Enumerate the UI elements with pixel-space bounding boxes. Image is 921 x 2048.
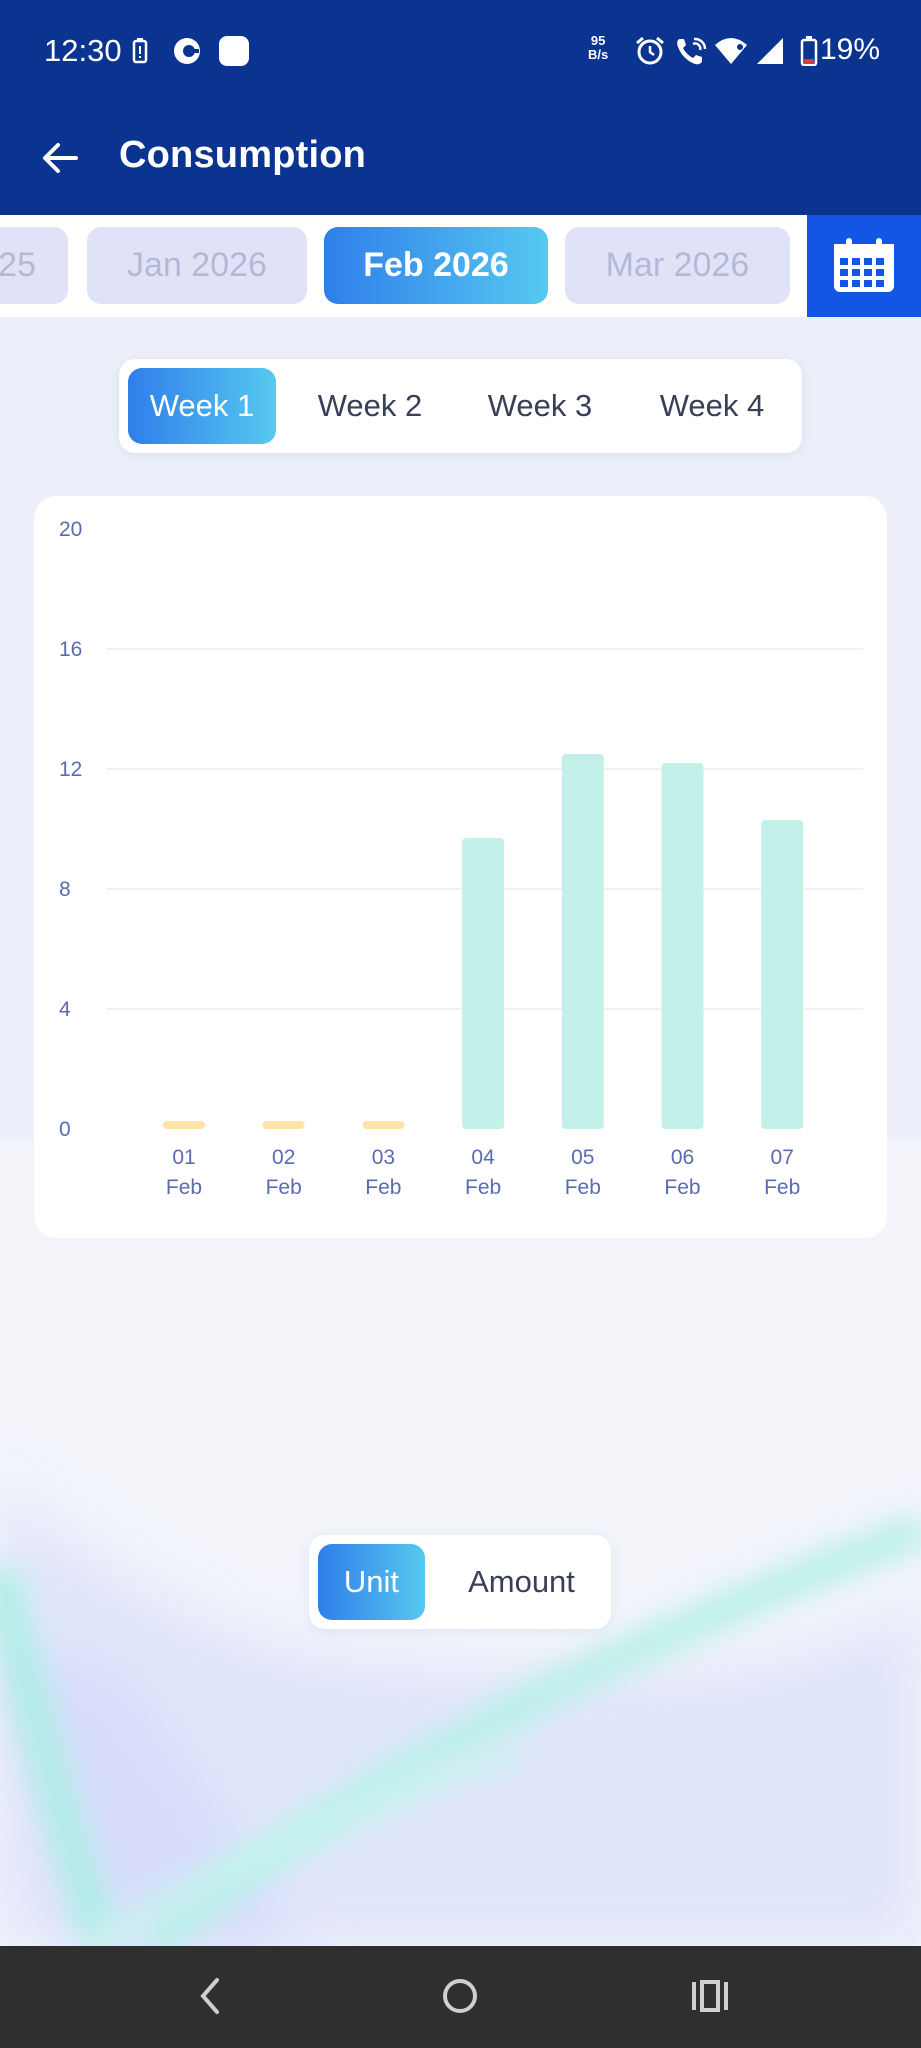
app-notification-icon [172, 36, 202, 66]
y-tick-label: 4 [59, 998, 71, 1021]
y-tick-label: 8 [59, 878, 71, 901]
x-tick-label-day: 06 [671, 1146, 694, 1169]
x-tick-label-month: Feb [565, 1176, 601, 1199]
bar-2 [262, 1121, 305, 1129]
unit-amount-toggle[interactable]: Unit Amount [309, 1535, 611, 1629]
tab-week-4[interactable]: Week 4 [659, 388, 765, 423]
battery-icon [800, 36, 818, 66]
nav-back-button[interactable] [170, 1966, 250, 2026]
nav-recents-button[interactable] [670, 1966, 750, 2026]
calendar-icon [834, 238, 894, 292]
net-speed-unit: B/s [588, 47, 609, 62]
bar-5 [561, 754, 604, 1129]
back-button[interactable] [30, 128, 90, 188]
x-tick-label-day: 03 [372, 1146, 395, 1169]
background-decoration [0, 1420, 921, 1946]
bar-4 [462, 838, 505, 1129]
bar-chart: 04812162001Feb02Feb03Feb04Feb05Feb06Feb0… [59, 518, 863, 1199]
month-item-jan-2026[interactable]: Jan 2026 [87, 227, 307, 304]
wifi-icon [714, 36, 748, 66]
month-selector[interactable]: 25 Jan 2026 Feb 2026 Mar 2026 [0, 215, 807, 317]
consumption-chart: 0 4 8 12 16 20 01 Feb 02 Feb 03 Feb 04 Feb 05 Feb 06 Feb 0… [34, 496, 887, 1238]
month-item-dec-2025[interactable]: 25 [0, 227, 68, 304]
alarm-icon [634, 36, 666, 66]
bar-1 [163, 1121, 205, 1129]
bar-3 [362, 1121, 405, 1129]
battery-percent: 19% [820, 33, 881, 66]
x-tick-label-month: Feb [365, 1176, 401, 1199]
x-tick-label-day: 01 [172, 1146, 195, 1169]
net-speed: 95 B/s [588, 34, 608, 62]
x-tick-label-month: Feb [764, 1176, 800, 1199]
tab-week-3[interactable]: Week 3 [487, 388, 593, 423]
cellular-signal-icon [756, 36, 784, 66]
arrow-left-icon [43, 143, 78, 173]
x-tick-label-day: 07 [771, 1146, 794, 1169]
x-tick-label-month: Feb [266, 1176, 302, 1199]
header: 12:30 95 B/s 19% [0, 0, 921, 215]
net-speed-value: 95 [590, 33, 606, 48]
tab-week-2[interactable]: Week 2 [317, 388, 423, 423]
y-tick-label: 0 [59, 1118, 71, 1141]
calendar-button[interactable] [807, 215, 921, 317]
unit-option[interactable]: Unit [318, 1544, 425, 1620]
system-nav-bar [0, 1946, 921, 2048]
y-tick-label: 12 [59, 758, 82, 781]
y-tick-label: 20 [59, 518, 82, 541]
battery-saver-icon [132, 36, 148, 66]
x-tick-label-month: Feb [465, 1176, 501, 1199]
week-selector[interactable]: Week 1 Week 2 Week 3 Week 4 [119, 359, 802, 453]
month-item-feb-2026[interactable]: Feb 2026 [324, 227, 548, 304]
x-tick-label-day: 04 [471, 1146, 495, 1169]
x-tick-label-month: Feb [166, 1176, 202, 1199]
bar-7 [761, 820, 804, 1129]
app-bar: Consumption [0, 104, 921, 215]
status-bar: 12:30 95 B/s 19% [0, 0, 921, 104]
y-tick-label: 16 [59, 638, 82, 661]
recents-icon [692, 1980, 728, 2012]
bar-6 [661, 763, 704, 1129]
app-square-icon [218, 36, 250, 66]
status-time: 12:30 [44, 33, 122, 68]
home-circle-icon [443, 1979, 477, 2013]
amount-option[interactable]: Amount [468, 1564, 575, 1599]
x-tick-label-day: 02 [272, 1146, 295, 1169]
nav-home-button[interactable] [420, 1966, 500, 2026]
chevron-left-icon [200, 1978, 219, 2014]
tab-week-1[interactable]: Week 1 [128, 368, 276, 444]
page-title: Consumption [119, 134, 367, 176]
x-tick-label-day: 05 [571, 1146, 594, 1169]
wifi-calling-icon [674, 36, 708, 66]
x-tick-label-month: Feb [664, 1176, 700, 1199]
month-item-mar-2026[interactable]: Mar 2026 [565, 227, 790, 304]
